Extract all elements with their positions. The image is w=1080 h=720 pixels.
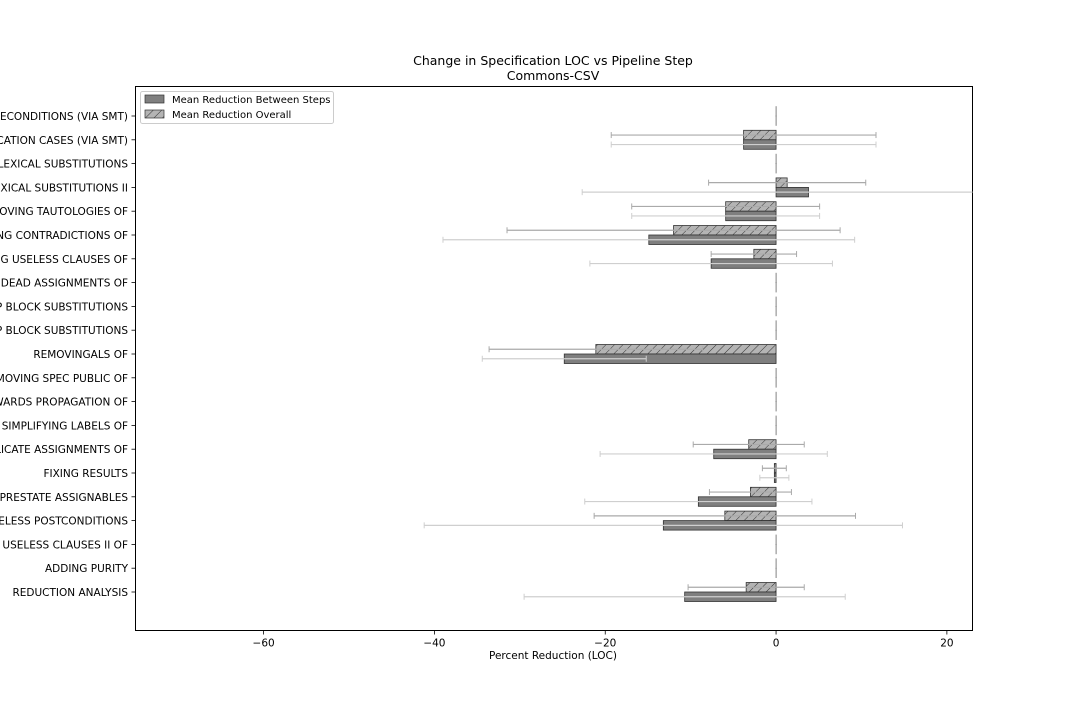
y-tick-label: G USELESS CLAUSES II OF <box>0 539 128 551</box>
y-tick-label: REMOVINGALS OF <box>33 349 128 361</box>
y-tick-label: RECONDITIONS (VIA SMT) <box>0 111 128 123</box>
y-tick-label: G DEAD ASSIGNMENTS OF <box>0 278 128 290</box>
y-tick-label: EMOVING SPEC PUBLIC OF <box>0 373 128 385</box>
x-tick-label: −60 <box>253 638 275 650</box>
y-tick-label: ING CONTRADICTIONS OF <box>0 230 128 242</box>
x-tick-label: −20 <box>594 638 616 650</box>
y-tick-label: WARDS PROPAGATION OF <box>0 397 128 409</box>
y-tick-label: FIXING RESULTS <box>43 468 128 480</box>
y-tick-label: LEXICAL SUBSTITUTIONS II <box>0 182 128 194</box>
x-tick-label: 0 <box>773 638 780 650</box>
y-tick-label: AP BLOCK SUBSTITUTIONS <box>0 301 128 313</box>
legend-label-between: Mean Reduction Between Steps <box>172 95 331 106</box>
y-tick-label: SIMPLIFYING LABELS OF <box>2 420 128 432</box>
y-tick-label: S PRESTATE ASSIGNABLES <box>0 492 128 504</box>
legend: Mean Reduction Between Steps Mean Reduct… <box>140 91 334 124</box>
chart-title: Change in Specification LOC vs Pipeline … <box>413 53 693 68</box>
legend-swatch-overall <box>144 109 165 119</box>
y-tick-label: NG USELESS CLAUSES OF <box>0 254 128 266</box>
y-tick-label: ICATION CASES (VIA SMT) <box>0 135 128 147</box>
y-tick-label: ADDING PURITY <box>45 563 129 575</box>
legend-swatch-between <box>144 94 165 104</box>
y-tick-label: SELESS POSTCONDITIONS <box>0 516 128 528</box>
y-tick-label: AP BLOCK SUBSTITUTIONS <box>0 325 128 337</box>
y-tick-label: PLICATE ASSIGNMENTS OF <box>0 444 128 456</box>
x-tick-label: 20 <box>940 638 953 650</box>
y-tick-label: S LEXICAL SUBSTITUTIONS <box>0 159 128 171</box>
y-tick-label: REDUCTION ANALYSIS <box>12 587 128 599</box>
plot-area-frame <box>135 86 973 631</box>
chart-subtitle: Commons-CSV <box>507 68 600 83</box>
y-tick-label: MOVING TAUTOLOGIES OF <box>0 206 128 218</box>
x-tick-label: −40 <box>423 638 445 650</box>
legend-box <box>140 91 334 124</box>
x-axis-label: Percent Reduction (LOC) <box>489 650 617 662</box>
legend-label-overall: Mean Reduction Overall <box>172 110 291 121</box>
